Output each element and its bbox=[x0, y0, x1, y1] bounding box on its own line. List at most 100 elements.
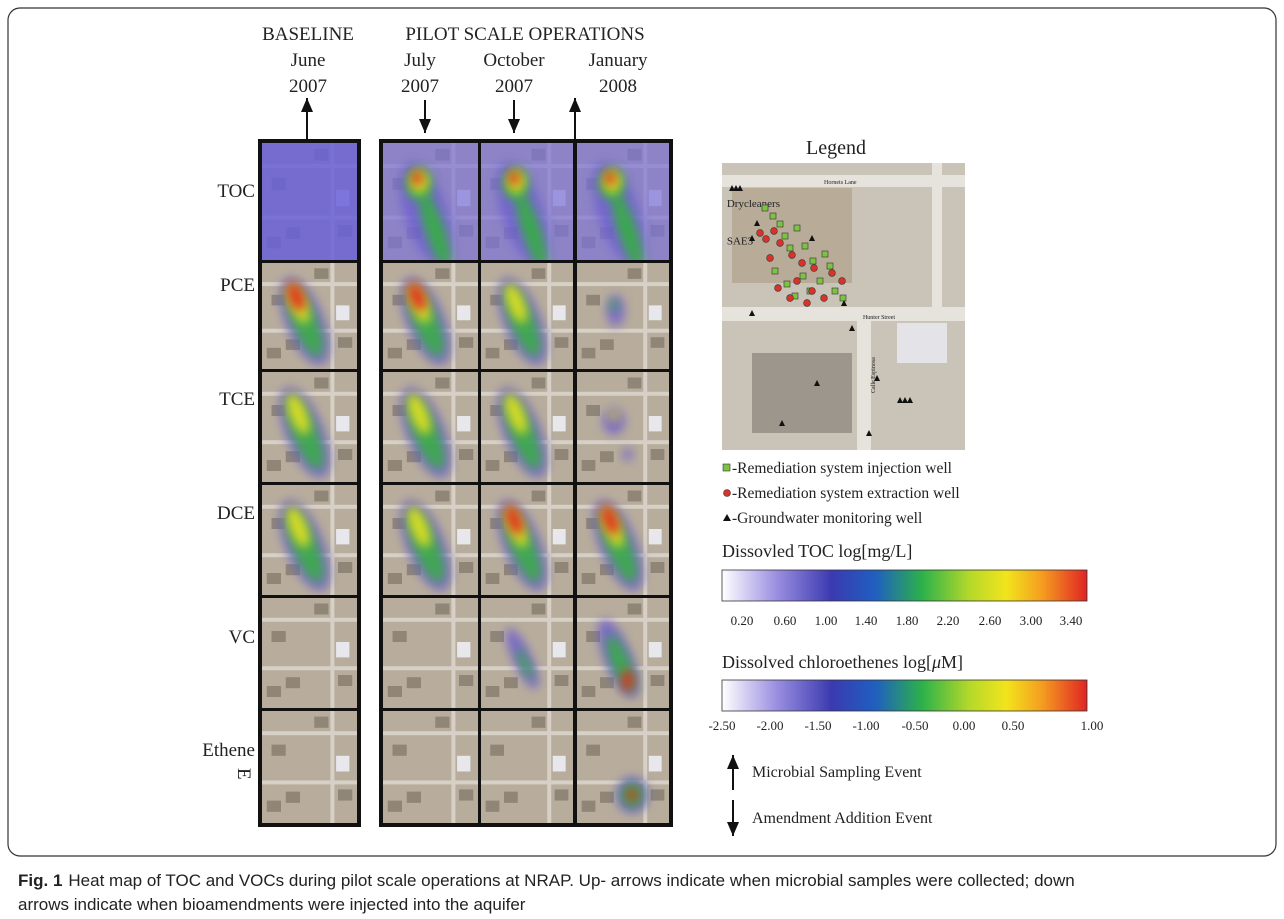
building bbox=[267, 348, 281, 359]
injection-well bbox=[787, 245, 793, 251]
road bbox=[262, 780, 357, 784]
building bbox=[582, 801, 596, 812]
road bbox=[262, 731, 357, 735]
road bbox=[547, 372, 551, 482]
voc-tick-label: -1.50 bbox=[804, 718, 831, 733]
legend-item: -Remediation system extraction well bbox=[732, 485, 960, 502]
building bbox=[457, 305, 470, 320]
injection-well bbox=[770, 213, 776, 219]
building bbox=[314, 268, 328, 279]
voc-tick-label: 0.00 bbox=[953, 718, 976, 733]
injection-well-symbol bbox=[723, 464, 730, 471]
map-label: Hunter Street bbox=[863, 315, 895, 321]
voc-tick-label: 1.00 bbox=[1081, 718, 1104, 733]
building bbox=[459, 337, 473, 348]
building bbox=[435, 604, 449, 615]
row-label: DCE bbox=[217, 503, 255, 524]
road bbox=[451, 711, 455, 823]
building bbox=[555, 449, 569, 460]
road bbox=[643, 598, 647, 708]
heat-panel bbox=[383, 485, 478, 597]
map-block bbox=[752, 353, 852, 433]
row-label-extra: E bbox=[233, 768, 254, 780]
baseline-heading: BASELINE bbox=[262, 24, 354, 45]
injection-well bbox=[817, 278, 823, 284]
plume bbox=[509, 171, 520, 185]
road bbox=[383, 618, 478, 622]
building bbox=[628, 378, 642, 389]
building bbox=[532, 268, 546, 279]
extraction-well bbox=[763, 236, 770, 243]
sampling-arrow-symbol-head bbox=[727, 755, 739, 769]
building bbox=[267, 460, 281, 471]
building bbox=[586, 631, 600, 642]
voc-colorbar bbox=[722, 680, 1087, 711]
extraction-well bbox=[767, 255, 774, 262]
building bbox=[649, 416, 662, 431]
building bbox=[435, 717, 449, 728]
injection-well bbox=[832, 288, 838, 294]
toc-tick-label: 2.20 bbox=[937, 613, 960, 628]
toc-tick-label: 2.60 bbox=[979, 613, 1002, 628]
voc-tick-label: -2.50 bbox=[708, 718, 735, 733]
heat-panel bbox=[577, 143, 669, 273]
building bbox=[388, 348, 402, 359]
building bbox=[651, 449, 665, 460]
building bbox=[532, 604, 546, 615]
road bbox=[643, 372, 647, 482]
extraction-well bbox=[775, 285, 782, 292]
building bbox=[407, 792, 421, 803]
building bbox=[504, 792, 518, 803]
voc-tick-label: -1.00 bbox=[852, 718, 879, 733]
toc-tick-label: 1.40 bbox=[855, 613, 878, 628]
amendment-arrow-symbol-head bbox=[727, 822, 739, 836]
building bbox=[338, 789, 352, 800]
building bbox=[628, 717, 642, 728]
legend-item: -Groundwater monitoring well bbox=[732, 510, 922, 527]
road bbox=[330, 711, 334, 823]
building bbox=[553, 529, 566, 544]
extraction-well bbox=[777, 240, 784, 247]
road bbox=[481, 505, 573, 509]
building bbox=[336, 416, 349, 431]
heat-panel bbox=[383, 711, 478, 823]
plume bbox=[627, 788, 638, 801]
column-year: 2007 bbox=[289, 76, 327, 97]
injection-well bbox=[782, 233, 788, 239]
map-road bbox=[722, 307, 965, 321]
building bbox=[486, 460, 500, 471]
injection-well bbox=[794, 225, 800, 231]
road bbox=[262, 505, 357, 509]
toc-tick-label: 3.00 bbox=[1020, 613, 1043, 628]
page: BASELINE PILOT SCALE OPERATIONS Legend J… bbox=[0, 0, 1284, 919]
road bbox=[383, 392, 478, 396]
building bbox=[649, 756, 662, 772]
building bbox=[555, 789, 569, 800]
building bbox=[651, 789, 665, 800]
column-month: October bbox=[483, 50, 545, 71]
heat-panel bbox=[481, 263, 573, 371]
heat-panel bbox=[262, 598, 357, 708]
building bbox=[486, 686, 500, 697]
column-month: January bbox=[588, 50, 648, 71]
building bbox=[272, 745, 286, 756]
extraction-well-symbol bbox=[724, 490, 731, 497]
building bbox=[582, 348, 596, 359]
heat-panel bbox=[577, 372, 669, 482]
building bbox=[486, 573, 500, 584]
plume bbox=[606, 295, 624, 327]
building bbox=[582, 573, 596, 584]
extraction-well bbox=[787, 295, 794, 302]
road bbox=[577, 618, 669, 622]
road bbox=[262, 282, 357, 286]
toc-tick-label: 0.20 bbox=[731, 613, 754, 628]
extraction-well bbox=[829, 270, 836, 277]
building bbox=[338, 449, 352, 460]
heat-panel bbox=[481, 372, 573, 484]
heat-panel bbox=[262, 372, 357, 484]
building bbox=[532, 378, 546, 389]
heat-panel bbox=[383, 598, 478, 708]
toc-tick-label: 1.80 bbox=[896, 613, 919, 628]
building bbox=[388, 801, 402, 812]
building bbox=[338, 675, 352, 686]
